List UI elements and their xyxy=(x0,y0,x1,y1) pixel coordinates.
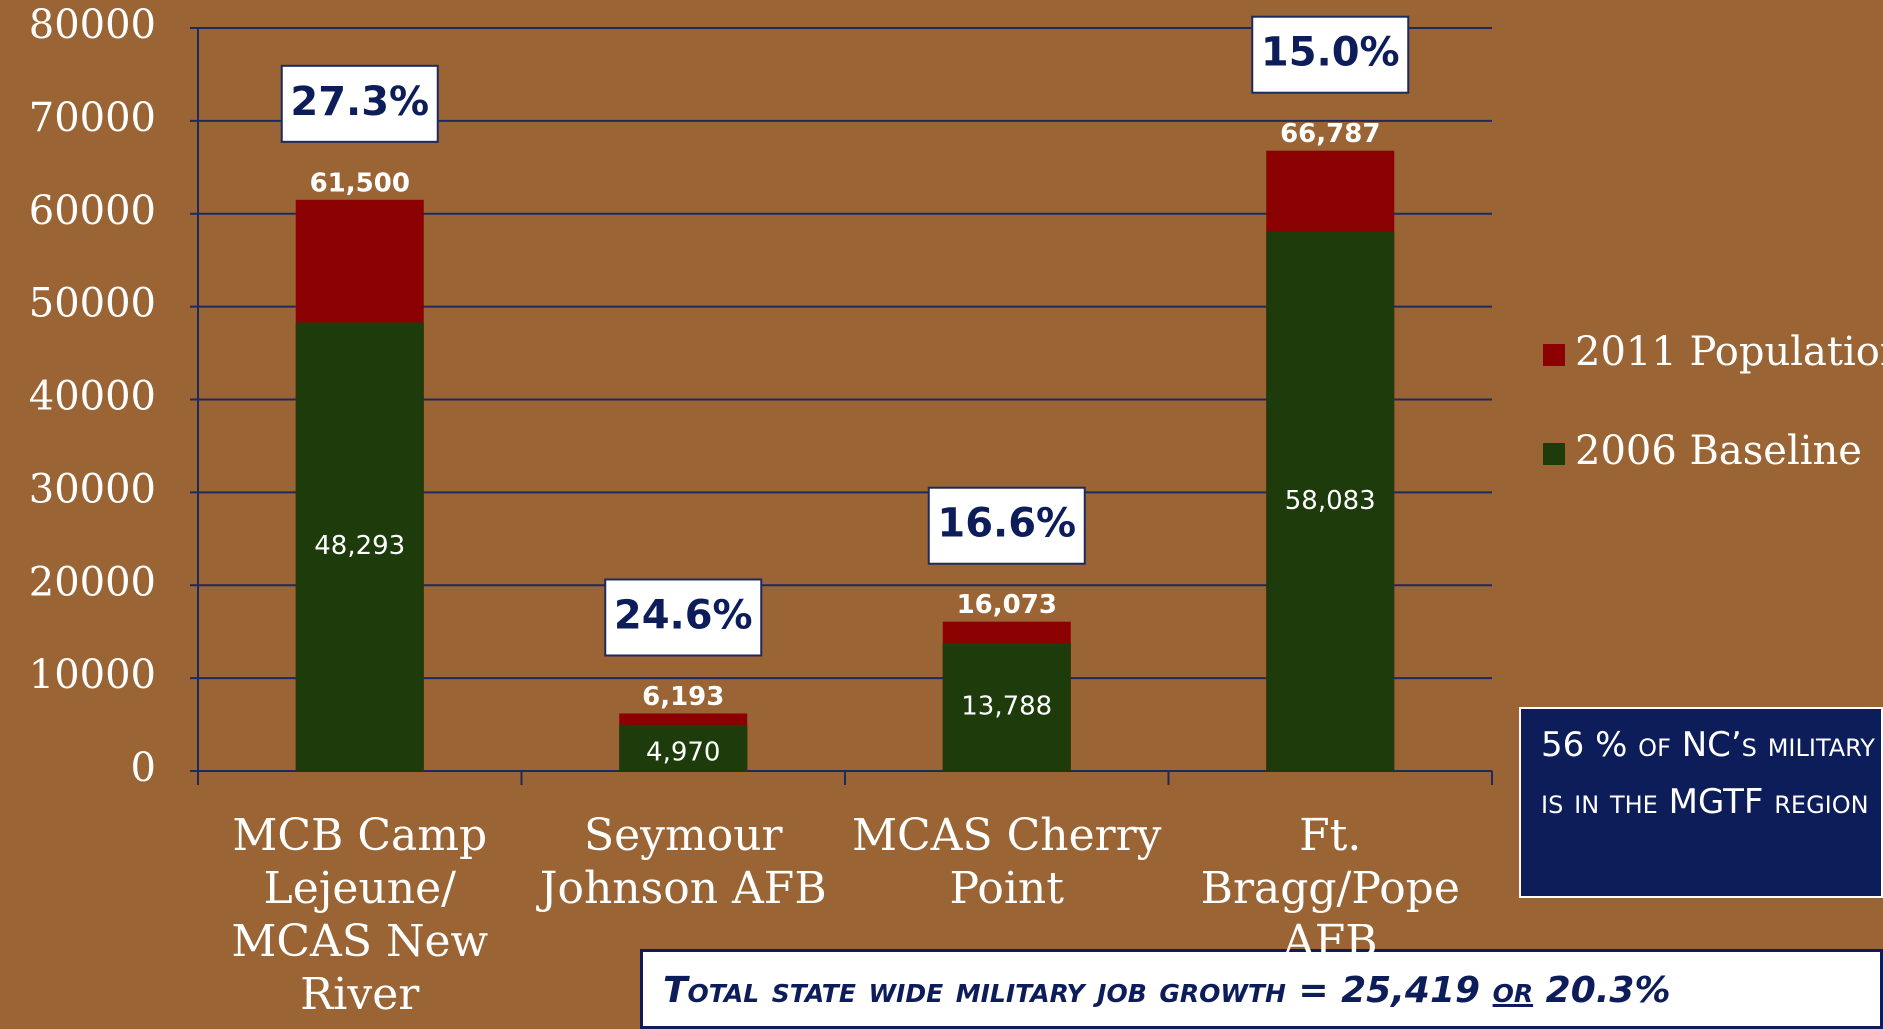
annotation-box xyxy=(1251,15,1410,94)
value-label: 4,970 xyxy=(646,737,720,767)
bar xyxy=(619,724,748,771)
growth-pct: 20.3% xyxy=(1545,970,1671,1011)
legend-label: 2011 Population xyxy=(1575,329,1883,375)
bar xyxy=(1266,231,1395,771)
growth-or: or xyxy=(1492,970,1534,1011)
growth-note: Total state wide military job growth = 2… xyxy=(640,949,1883,1029)
legend-swatch xyxy=(1543,443,1565,465)
value-label: 16,073 xyxy=(957,590,1057,620)
region-note: 56 % of NC’s military is in the MGTF reg… xyxy=(1519,707,1883,898)
annotation: 15.0% xyxy=(1261,30,1400,76)
value-label: 61,500 xyxy=(310,168,410,198)
annotation: 16.6% xyxy=(937,501,1076,547)
value-label: 48,293 xyxy=(314,531,405,561)
x-tick-label: Ft. Bragg/Pope AFB xyxy=(1200,810,1460,967)
x-tick-label: Seymour Johnson AFB xyxy=(539,810,827,914)
annotation-box xyxy=(927,486,1086,565)
value-label: 66,787 xyxy=(1280,119,1380,149)
y-tick-label: 0 xyxy=(131,745,156,791)
annotation: 24.6% xyxy=(614,592,753,638)
annotation-box xyxy=(280,64,439,143)
y-tick-label: 20000 xyxy=(29,559,156,605)
legend-swatch xyxy=(1543,344,1565,366)
annotation-box xyxy=(604,578,763,657)
value-label: 13,788 xyxy=(961,691,1052,721)
y-tick-label: 70000 xyxy=(29,95,156,141)
y-tick-label: 40000 xyxy=(29,374,156,420)
y-tick-label: 50000 xyxy=(29,281,156,327)
annotation: 27.3% xyxy=(290,79,429,125)
value-label: 58,083 xyxy=(1285,486,1376,516)
y-tick-label: 60000 xyxy=(29,188,156,234)
growth-text: Total state wide military job growth = 2… xyxy=(663,970,1481,1011)
legend-label: 2006 Baseline xyxy=(1575,428,1862,474)
y-tick-label: 80000 xyxy=(29,2,156,48)
y-tick-label: 30000 xyxy=(29,466,156,512)
y-tick-label: 10000 xyxy=(29,652,156,698)
value-label: 6,193 xyxy=(642,682,724,712)
bar xyxy=(295,322,424,771)
x-tick-label: MCB Camp Lejeune/ MCAS New River xyxy=(231,810,489,1020)
bar xyxy=(942,642,1071,771)
x-tick-label: MCAS Cherry Point xyxy=(851,810,1162,914)
